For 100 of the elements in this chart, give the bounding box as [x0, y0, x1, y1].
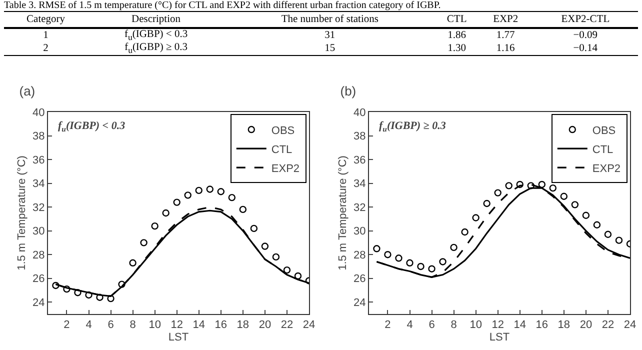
point [228, 194, 236, 202]
y-tick-label: 28 [32, 249, 45, 262]
x-tick-label: 10 [470, 319, 482, 332]
point [461, 228, 468, 236]
y-tick-label: 34 [354, 178, 366, 190]
x-tick-label: 18 [558, 319, 570, 332]
point [516, 180, 524, 188]
text: −0.14 [573, 43, 598, 54]
x-tick-label: 20 [258, 319, 272, 332]
y-tick-label: 38 [354, 130, 366, 143]
point [483, 200, 490, 208]
point [140, 239, 148, 246]
x-tick-label: 18 [236, 319, 250, 332]
y-tick-label: 40 [32, 106, 45, 119]
point [129, 259, 136, 267]
point [173, 198, 180, 206]
x-tick-label: 24 [302, 319, 316, 332]
text: f$_{u}$(IGBP) < 0.3 [124, 29, 188, 42]
x-tick-label: 22 [280, 319, 294, 332]
text: f$_{u}$(IGBP) ≥ 0.3 [124, 42, 188, 56]
x-tick-label: 14 [192, 319, 205, 332]
y-tick-label: 32 [32, 202, 45, 214]
point [151, 222, 158, 230]
point [472, 214, 480, 222]
point [195, 186, 202, 194]
point [604, 230, 612, 238]
x-tick-label: 16 [536, 319, 548, 332]
point [582, 212, 590, 219]
point [63, 285, 70, 293]
point [85, 291, 92, 299]
point [74, 289, 82, 296]
x-tick-label: 12 [492, 319, 504, 332]
y-axis-title: 1.5 m Temperature (°C) [16, 156, 28, 270]
x-tick-label: 12 [170, 319, 183, 332]
point [283, 266, 291, 274]
x-tick-label: 2 [64, 319, 70, 332]
point [505, 182, 512, 190]
point [384, 250, 392, 258]
text: 1.16 [496, 43, 515, 54]
y-tick-label: 40 [354, 106, 366, 119]
x-axis-title: LST [489, 331, 510, 344]
x-tick-label: 4 [86, 319, 92, 332]
point [406, 259, 414, 267]
chart-title: (b) [340, 83, 356, 98]
legend-label: EXP2 [271, 162, 300, 175]
point [261, 242, 269, 250]
point [428, 265, 436, 272]
y-tick-label: 26 [354, 273, 366, 286]
annotation: f$_{u}$(IGBP) < 0.3 [58, 120, 126, 134]
y-tick-label: 32 [354, 202, 366, 214]
point [395, 254, 402, 262]
chart-title: (a) [19, 83, 36, 98]
text: 1.77 [496, 30, 515, 42]
y-tick-label: 38 [32, 130, 45, 143]
point [96, 294, 104, 301]
point [615, 236, 623, 244]
y-tick-label: 34 [32, 178, 45, 190]
point [162, 209, 170, 217]
point [239, 206, 247, 214]
legend-label: OBS [592, 124, 616, 137]
y-tick-label: 30 [354, 226, 366, 238]
legend-label: EXP2 [592, 162, 621, 175]
text: −0.09 [573, 30, 598, 42]
x-tick-label: 4 [406, 319, 413, 332]
category-label: Category [4, 12, 88, 28]
point [118, 280, 126, 288]
y-tick-label: 36 [32, 154, 45, 166]
y-tick-label: 28 [354, 249, 366, 262]
point [294, 272, 302, 280]
x-tick-label: 22 [602, 319, 614, 332]
y-tick-label: 24 [354, 296, 366, 309]
category-label: EXP2 [478, 12, 533, 28]
point [184, 192, 192, 199]
x-tick-label: 14 [514, 319, 526, 332]
point [206, 186, 214, 193]
y-tick-label: 36 [354, 154, 366, 166]
x-tick-label: 16 [214, 319, 228, 332]
point [538, 180, 546, 188]
point [571, 201, 579, 208]
y-axis-title: 1.5 m Temperature (°C) [337, 156, 350, 270]
category-label: Description [88, 12, 225, 28]
x-tick-label: 20 [580, 319, 592, 332]
text: 2 [43, 43, 48, 54]
point [527, 182, 534, 190]
point [217, 188, 224, 196]
legend-label: OBS [271, 124, 295, 137]
point [250, 224, 258, 232]
y-tick-label: 24 [32, 296, 45, 309]
x-tick-label: 6 [428, 319, 435, 332]
legend-label: CTL [271, 144, 292, 156]
point [593, 221, 601, 228]
x-tick-label: 8 [450, 319, 457, 332]
annotation: f$_{u}$(IGBP) ≥ 0.3 [379, 120, 446, 134]
y-tick-label: 26 [32, 273, 45, 286]
point [549, 184, 557, 192]
x-tick-label: 10 [148, 319, 161, 332]
category-label: CTL [435, 12, 478, 28]
point [373, 245, 380, 252]
text: 1 [43, 30, 48, 42]
point [272, 253, 280, 261]
